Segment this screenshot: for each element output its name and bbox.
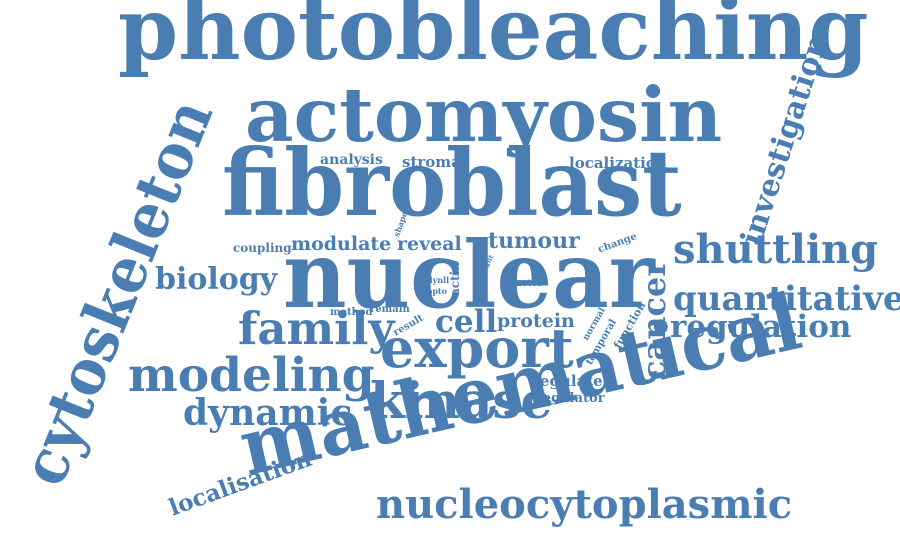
word-kinase: kinase — [370, 371, 553, 430]
word-reveal: reveal — [397, 233, 462, 255]
word-protein: protein — [497, 310, 575, 332]
word-nuclear: nuclear — [283, 221, 655, 329]
word-modeling: modeling — [128, 348, 375, 403]
word-opto: opto — [427, 286, 447, 296]
word-cell: cell — [435, 304, 498, 340]
word-quantitative: quantitative — [673, 279, 900, 319]
word-nucleocytoplasmic: nucleocytoplasmic — [376, 481, 793, 528]
word-localization: localization — [569, 154, 667, 172]
word-actin: actin — [448, 262, 462, 296]
word-biology: biology — [155, 262, 278, 297]
word-fibroblast: fibroblast — [222, 129, 682, 237]
word-shuttling: shuttling — [673, 226, 879, 273]
word-regulation: regulation — [670, 309, 852, 345]
word-stromal: stromal — [402, 153, 467, 171]
word-export: export — [380, 316, 574, 380]
word-coupling: coupling — [233, 241, 292, 255]
word-dynll: dynll — [427, 275, 450, 285]
word-dynamic: dynamic — [183, 392, 353, 434]
word-actomyosin: actomyosin — [245, 71, 723, 159]
word-analysis: analysis — [320, 152, 383, 168]
word-photobleaching: photobleaching — [118, 0, 869, 80]
word-regulate: regulate — [532, 372, 603, 390]
word-regulator: regulator — [536, 391, 605, 406]
word-tumour: tumour — [488, 228, 580, 254]
word-cancer: cancer — [635, 259, 673, 380]
word-modulate: modulate — [291, 233, 392, 255]
word-family: family — [238, 302, 395, 355]
word-method: method — [330, 307, 373, 318]
word-motor: motor — [512, 279, 543, 289]
word-remain: remain — [370, 304, 410, 315]
